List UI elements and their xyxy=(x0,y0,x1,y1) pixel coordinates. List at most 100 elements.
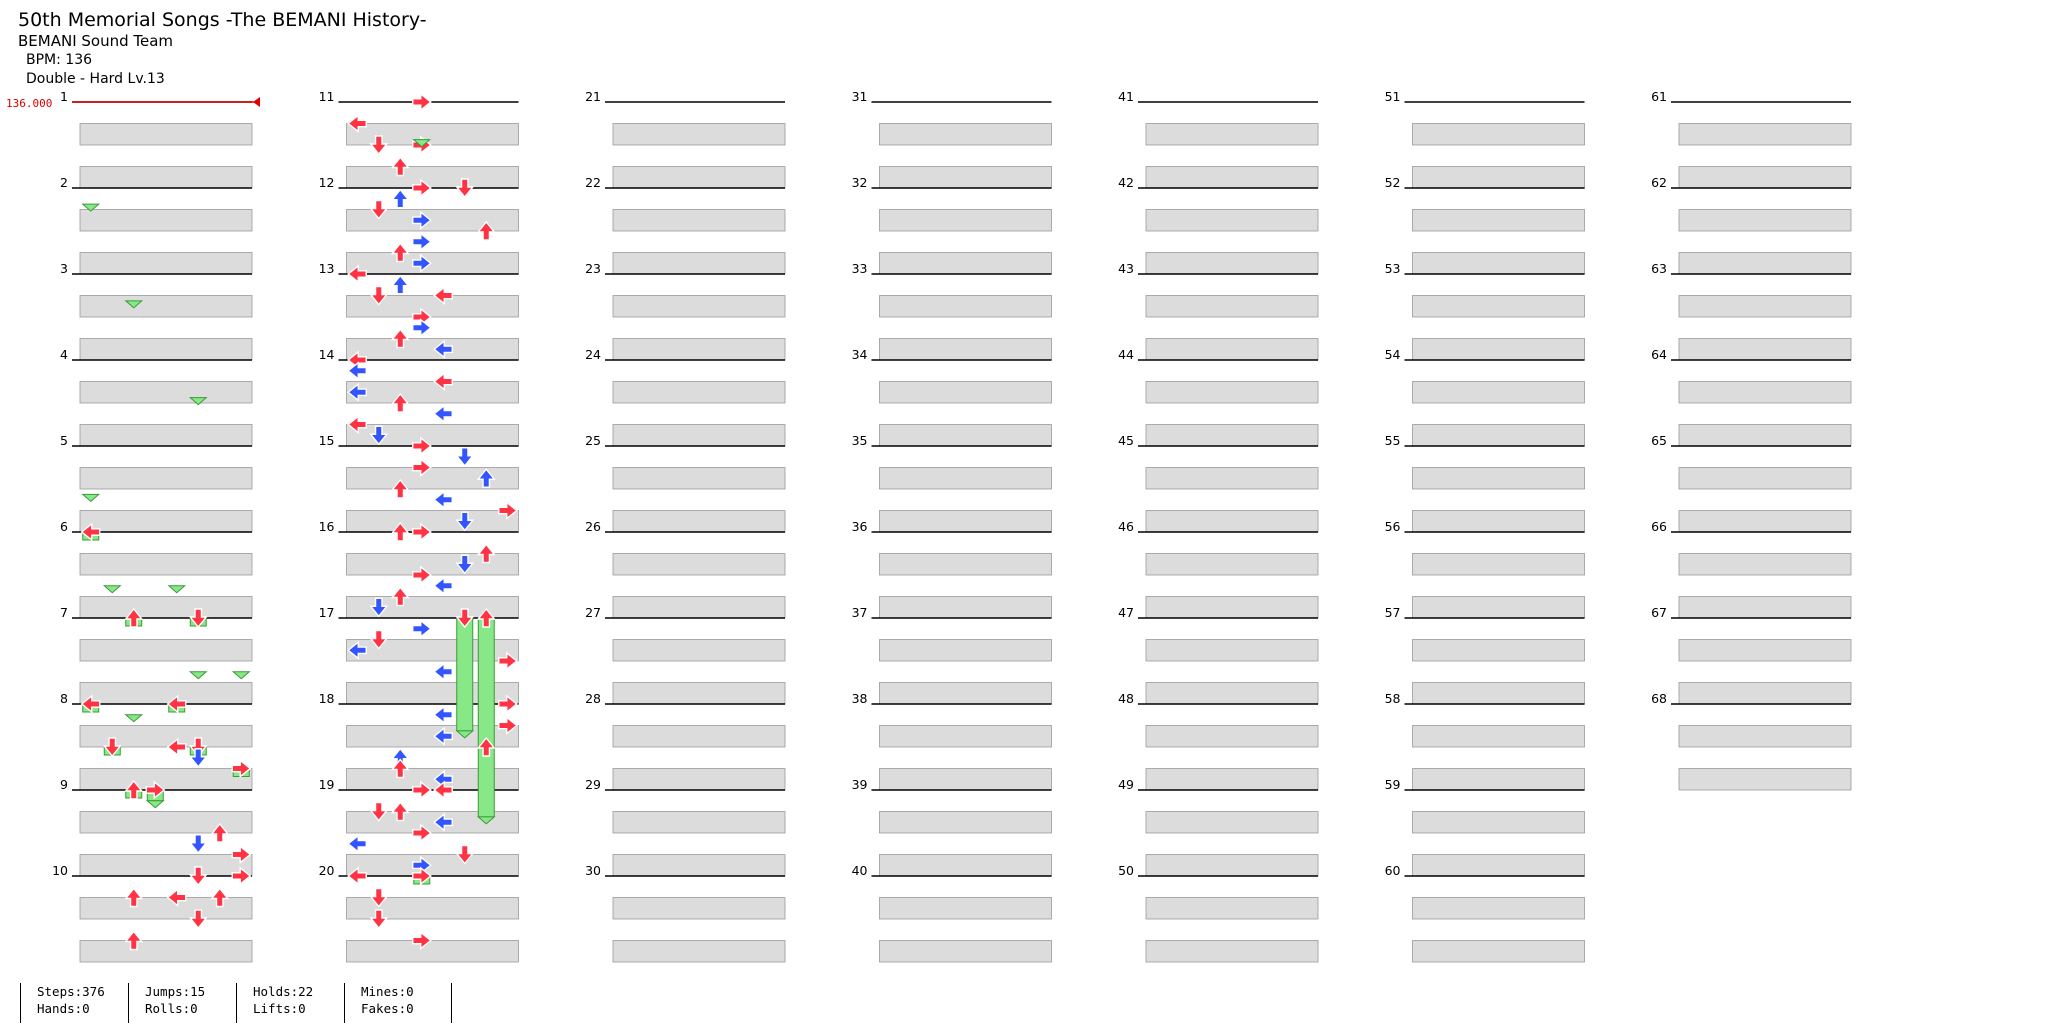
stats-column-jumps: Jumps:15 Rolls:0 xyxy=(128,983,236,1023)
measure-stripe xyxy=(346,381,519,404)
measure-number: 54 xyxy=(1385,347,1401,362)
measure-number: 3 xyxy=(60,261,68,276)
step-arrow xyxy=(390,758,410,779)
measure-stripe xyxy=(79,768,253,791)
step-arrow xyxy=(433,372,453,391)
measure-stripe xyxy=(612,811,786,834)
step-arrow xyxy=(433,490,453,510)
measure-stripe xyxy=(612,467,786,490)
measure-stripe xyxy=(612,338,786,361)
measure-stripe xyxy=(612,553,786,576)
step-arrow xyxy=(476,468,496,488)
measure-stripe xyxy=(79,897,253,920)
measure-number: 51 xyxy=(1385,89,1401,104)
step-arrow xyxy=(412,565,432,585)
measure-stripe xyxy=(612,596,786,619)
measure-stripe xyxy=(79,811,253,834)
step-arrow xyxy=(390,521,410,542)
step-arrow xyxy=(412,780,432,800)
step-arrow xyxy=(412,823,432,843)
step-arrow xyxy=(145,780,166,800)
song-artist: BEMANI Sound Team xyxy=(18,32,174,50)
measure-stripe xyxy=(346,897,519,920)
measure-stripe xyxy=(1412,811,1585,834)
step-arrow xyxy=(412,866,432,886)
measure-number: 66 xyxy=(1651,519,1667,534)
step-arrow xyxy=(231,866,252,886)
step-arrow xyxy=(412,92,432,112)
step-arrow xyxy=(390,274,410,295)
measure-stripe xyxy=(879,123,1052,146)
step-arrow xyxy=(166,694,187,714)
measure-stripe xyxy=(1678,510,1852,533)
measure-number: 28 xyxy=(585,691,601,706)
measure-stripe xyxy=(879,940,1052,963)
measure-stripe xyxy=(1412,639,1585,662)
measure-number: 14 xyxy=(319,347,335,362)
measure-stripe xyxy=(1412,725,1585,748)
measure-stripe xyxy=(79,123,253,146)
measure-stripe xyxy=(612,424,786,447)
step-arrow xyxy=(124,887,144,908)
measure-stripe xyxy=(79,338,253,361)
lifts-count: Lifts:0 xyxy=(253,1001,306,1016)
measure-stripe xyxy=(1145,424,1319,447)
measure-stripe xyxy=(1412,510,1585,533)
measure-stripe xyxy=(1678,209,1852,232)
step-arrow xyxy=(412,178,432,198)
step-arrow xyxy=(369,135,389,156)
measure-stripe xyxy=(879,295,1052,318)
measure-stripe xyxy=(879,811,1052,834)
measure-number: 55 xyxy=(1385,433,1401,448)
measure-stripe xyxy=(879,424,1052,447)
measure-number: 44 xyxy=(1118,347,1134,362)
step-arrow xyxy=(210,887,230,908)
song-header: 50th Memorial Songs -The BEMANI History-… xyxy=(18,8,427,89)
step-arrow xyxy=(390,478,410,499)
measure-stripe xyxy=(346,553,519,576)
hold-tail xyxy=(188,397,208,406)
measure-stripe xyxy=(346,123,519,146)
measure-stripe xyxy=(1412,682,1585,705)
measure-number: 42 xyxy=(1118,175,1134,190)
measure-number: 29 xyxy=(585,777,601,792)
measure-stripe xyxy=(79,639,253,662)
measure-stripe xyxy=(346,940,519,963)
step-arrow xyxy=(369,801,389,822)
measure-number: 68 xyxy=(1651,691,1667,706)
measure-stripe xyxy=(79,252,253,275)
step-arrow xyxy=(166,737,187,757)
measure-number: 59 xyxy=(1385,777,1401,792)
measure-number: 6 xyxy=(60,519,68,534)
hold-tail xyxy=(124,300,144,309)
step-arrow xyxy=(188,866,208,887)
measure-stripe xyxy=(879,854,1052,877)
measure-number: 32 xyxy=(852,175,868,190)
step-arrow xyxy=(455,844,475,865)
measure-stripe xyxy=(1678,682,1852,705)
step-arrow xyxy=(433,812,453,832)
step-arrow xyxy=(369,887,389,908)
measure-stripe xyxy=(79,209,253,232)
measure-stripe xyxy=(1678,553,1852,576)
measure-stripe xyxy=(612,510,786,533)
measure-stripe xyxy=(879,768,1052,791)
measure-stripe xyxy=(1145,338,1319,361)
measure-stripe xyxy=(1412,897,1585,920)
measure-stripe xyxy=(1412,252,1585,275)
measure-number: 60 xyxy=(1385,863,1401,878)
measure-stripe xyxy=(879,381,1052,404)
hold-tail xyxy=(476,816,496,825)
measure-number: 33 xyxy=(852,261,868,276)
measure-number: 8 xyxy=(60,691,68,706)
step-arrow xyxy=(390,801,410,822)
step-arrow xyxy=(369,425,389,446)
measure-stripe xyxy=(612,897,786,920)
measure-number: 27 xyxy=(585,605,601,620)
measure-stripe xyxy=(1678,252,1852,275)
step-arrow xyxy=(188,737,208,758)
step-arrow xyxy=(498,651,518,671)
measure-stripe xyxy=(346,811,519,834)
measure-stripe xyxy=(612,166,786,189)
measure-stripe xyxy=(79,295,253,318)
